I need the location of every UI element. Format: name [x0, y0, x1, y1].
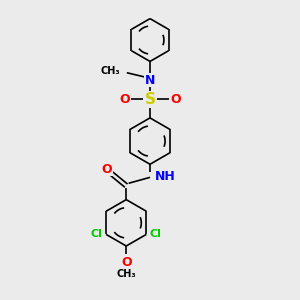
Text: Cl: Cl — [91, 230, 103, 239]
Text: CH₃: CH₃ — [116, 269, 136, 279]
Text: O: O — [170, 93, 181, 106]
Text: N: N — [145, 74, 155, 87]
Text: Cl: Cl — [150, 230, 162, 239]
Text: O: O — [121, 256, 131, 268]
Text: S: S — [145, 92, 155, 107]
Text: O: O — [102, 163, 112, 176]
Text: NH: NH — [155, 170, 176, 183]
Text: O: O — [119, 93, 130, 106]
Text: CH₃: CH₃ — [100, 66, 120, 76]
